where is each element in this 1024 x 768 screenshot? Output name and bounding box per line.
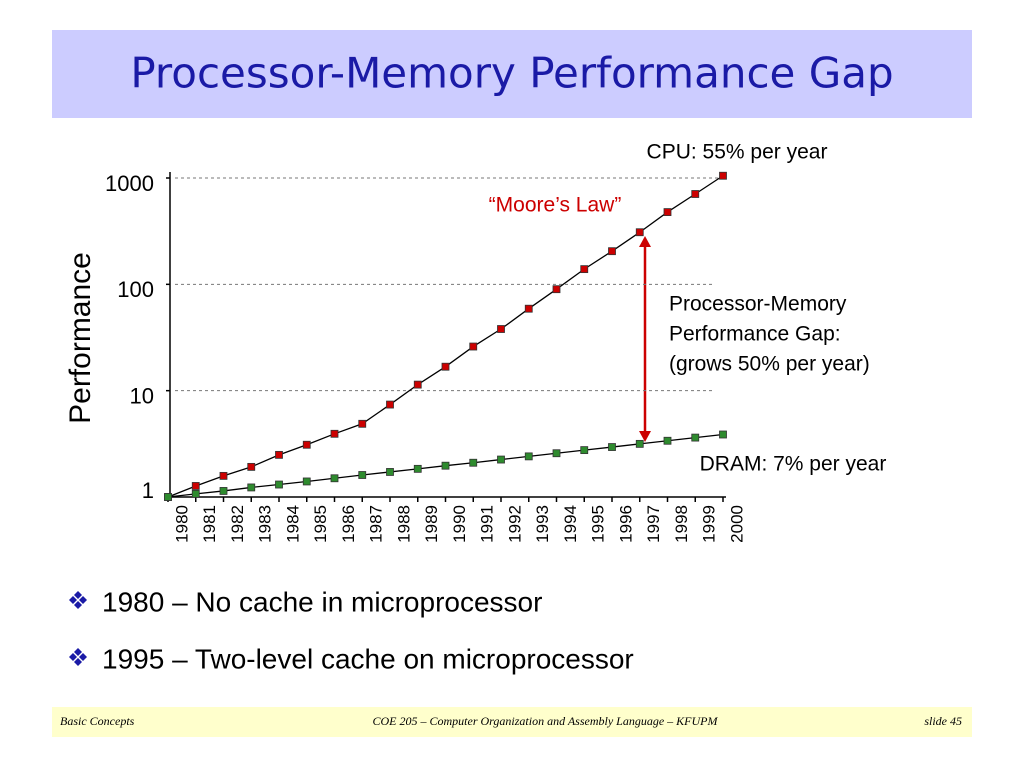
data-point [691,433,700,442]
x-tick-label: 1983 [256,505,275,543]
y-axis-label: Performance [64,252,97,424]
gap-arrow [639,236,651,442]
x-tick-label: 1996 [616,505,635,543]
annotation: “Moore’s Law” [489,194,622,217]
data-point [275,480,283,489]
y-tick-label: 10 [130,383,154,408]
data-point [275,450,283,459]
x-tick-label: 1989 [422,505,441,543]
footer-left: Basic Concepts [60,714,135,728]
annotation: (grows 50% per year) [669,353,870,376]
bullet-text: 1995 – Two-level cache on microprocessor [102,643,634,674]
data-point [719,171,727,180]
x-tick-label: 1997 [644,505,663,543]
data-point [330,474,339,483]
x-tick-label: 1980 [172,505,191,543]
data-point [247,462,256,471]
data-point [413,464,422,473]
x-tick-label: 1991 [478,505,497,543]
data-point [358,419,367,428]
data-point [524,452,533,461]
data-point [608,443,616,451]
x-tick-label: 1981 [200,505,219,543]
x-tick-label: 1999 [700,505,719,543]
data-point [580,265,589,274]
data-point [302,477,311,486]
data-point [413,380,422,389]
data-point [691,190,700,198]
data-point [552,285,561,294]
data-point [441,362,450,371]
y-tick-label: 1 [142,478,154,503]
x-tick-label: 1984 [283,505,302,543]
y-tick-label: 100 [117,277,154,302]
series-label: DRAM: 7% per year [700,453,887,476]
x-tick-label: 1987 [367,505,386,543]
data-point [580,446,589,455]
x-tick-label: 1992 [505,505,524,543]
data-point [719,430,727,439]
x-tick-label: 1990 [450,505,469,543]
x-tick-label: 1998 [672,505,691,543]
y-tick-label: 1000 [105,171,154,196]
x-tick-label: 1994 [561,505,580,543]
x-tick-label: 1985 [311,505,330,543]
data-point [386,468,394,476]
data-point [497,325,505,333]
data-point [386,400,394,409]
annotation: Performance Gap: [669,323,841,346]
data-point [552,449,561,458]
data-point [191,482,200,490]
footer-right: slide 45 [924,714,962,728]
slide-title: Processor-Memory Performance Gap [130,49,893,98]
data-point [441,461,450,470]
x-tick-label: 1982 [228,505,247,543]
bullet-icon [69,591,87,666]
data-point [635,439,644,448]
data-point [608,247,616,256]
data-point [358,471,367,479]
data-point [469,342,478,351]
x-tick-label: 1995 [589,505,608,543]
data-point [663,208,672,216]
series-line [167,175,724,498]
data-point [524,304,533,313]
title-bar [52,30,972,118]
x-tick-label: 2000 [727,505,746,543]
data-point [302,440,311,449]
data-point [191,489,200,498]
data-point [219,471,228,480]
data-point [247,483,256,492]
data-point [663,436,672,445]
bullet-text: 1980 – No cache in microprocessor [102,586,542,617]
series-label: CPU: 55% per year [647,141,828,164]
footer-center: COE 205 – Computer Organization and Asse… [373,714,719,728]
data-point [469,458,478,467]
x-tick-label: 1993 [533,505,552,543]
annotation: Processor-Memory [669,293,847,316]
x-tick-label: 1988 [394,505,413,543]
data-point [164,493,172,501]
data-point [330,429,339,438]
data-point [635,228,644,237]
x-tick-label: 1986 [339,505,358,543]
data-point [497,455,505,464]
data-point [219,487,228,495]
footer-bar [52,707,972,737]
